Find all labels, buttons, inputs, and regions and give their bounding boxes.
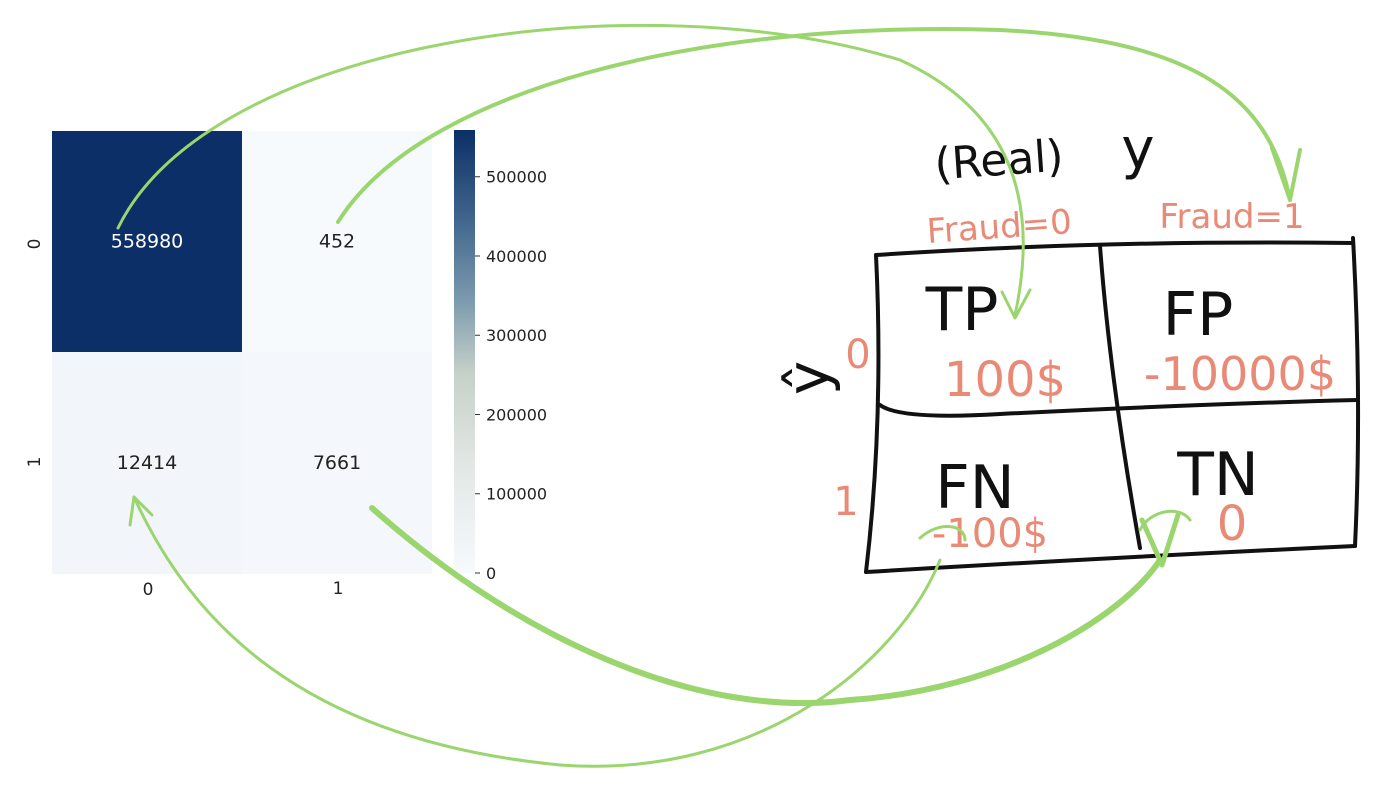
cell-tp-value: 100$ [944,352,1066,408]
cell-tn-value: 0 [1217,496,1248,552]
table-top-border [874,240,1355,257]
table-middle-horizontal [878,398,1359,418]
y-label: y [1121,117,1154,182]
table-bottom-border [864,544,1357,574]
arrow-tp-head [1000,288,1032,320]
colorbar-tick-label-1: 100000 [486,485,547,504]
confusion-matrix-heatmap: 558980 452 12414 7661 0 1 0 1 [25,131,432,600]
cell-tn-label: TN [1176,440,1259,510]
heatmap-cell-0-1 [242,131,432,352]
table-middle-vertical [1098,244,1142,550]
arrow-fn-loop [918,524,967,542]
colorbar-tick-label-0: 0 [486,564,496,583]
cell-tp-label: TP [925,275,999,345]
table-left-border [864,253,881,574]
cell-fp-value: -10000$ [1144,347,1336,401]
cell-fn-label: FN [935,453,1014,523]
row-tick-label-0: 0 [25,239,45,250]
arrow-fn-head [128,495,154,527]
table-right-border [1351,236,1361,548]
arrow-tn-to-tp [116,23,1025,317]
yhat-label: ŷ [774,361,842,395]
row-tick-label-1: 1 [25,457,45,468]
heatmap-cell-0-0 [52,131,242,352]
hand-drawn-cost-matrix [864,236,1361,574]
heatmap-value-0-0: 558980 [111,231,184,253]
arrow-fn-to-fn [132,495,942,768]
arrow-tp-to-tn [369,505,1163,706]
colorbar: 0 100000 200000 300000 400000 500000 [454,130,547,583]
row-label-0: 0 [845,332,870,378]
arrow-fp-head [1270,146,1302,202]
colorbar-tick-label-4: 400000 [486,247,547,266]
arrow-tn-loop [1138,509,1192,532]
arrow-fp-to-fp [336,27,1292,224]
heatmap-cell-1-1 [242,352,432,574]
real-label: (Real) [933,131,1065,191]
heatmap-cell-1-0 [52,352,242,574]
heatmap-value-0-1: 452 [319,231,355,253]
colorbar-tick-label-3: 300000 [486,326,547,345]
heatmap-value-1-1: 7661 [313,452,361,474]
colorbar-gradient [454,130,475,573]
row-label-1: 1 [833,479,858,525]
connector-arrows [116,23,1302,768]
cell-fp-label: FP [1163,280,1234,350]
colorbar-tick-label-2: 200000 [486,405,547,424]
arrow-tn-head [1139,512,1181,568]
colorbar-tick-label-5: 500000 [486,168,547,187]
heatmap-value-1-0: 12414 [117,452,177,474]
col-header-fraud-1: Fraud=1 [1159,197,1304,237]
col-tick-label-0: 0 [143,580,154,600]
cell-fn-value: -100$ [932,511,1048,557]
col-tick-label-1: 1 [333,579,344,599]
